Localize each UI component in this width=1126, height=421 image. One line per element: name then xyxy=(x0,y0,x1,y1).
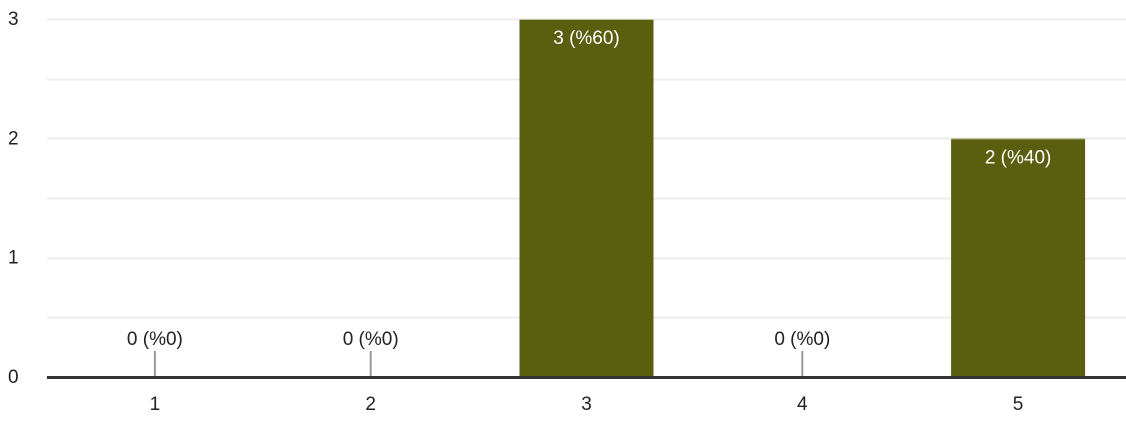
y-tick-label: 1 xyxy=(8,248,19,269)
x-tick-label: 5 xyxy=(1013,394,1024,415)
y-tick-label: 3 xyxy=(8,9,19,30)
bar-data-label: 0 (%0) xyxy=(127,329,183,350)
bar-data-label: 2 (%40) xyxy=(985,147,1052,168)
x-tick-label: 4 xyxy=(797,394,808,415)
bar-data-label: 3 (%60) xyxy=(553,28,620,49)
bar-data-label: 0 (%0) xyxy=(774,329,830,350)
bar-data-label: 0 (%0) xyxy=(343,329,399,350)
x-tick-label: 2 xyxy=(365,394,376,415)
bar-layer xyxy=(153,19,1086,377)
bar xyxy=(519,19,654,377)
label-layer: 0 (%0) 0 (%0) 3 (%60) 0 (%0) 2 (%40) xyxy=(127,28,1051,350)
y-tick-label: 0 xyxy=(8,367,19,388)
axis-layer: 0 1 2 3 1 2 3 4 5 xyxy=(8,9,1126,415)
x-tick-label: 1 xyxy=(150,394,161,415)
y-tick-label: 2 xyxy=(8,128,19,149)
x-tick-label: 3 xyxy=(581,394,592,415)
bar xyxy=(951,138,1086,377)
